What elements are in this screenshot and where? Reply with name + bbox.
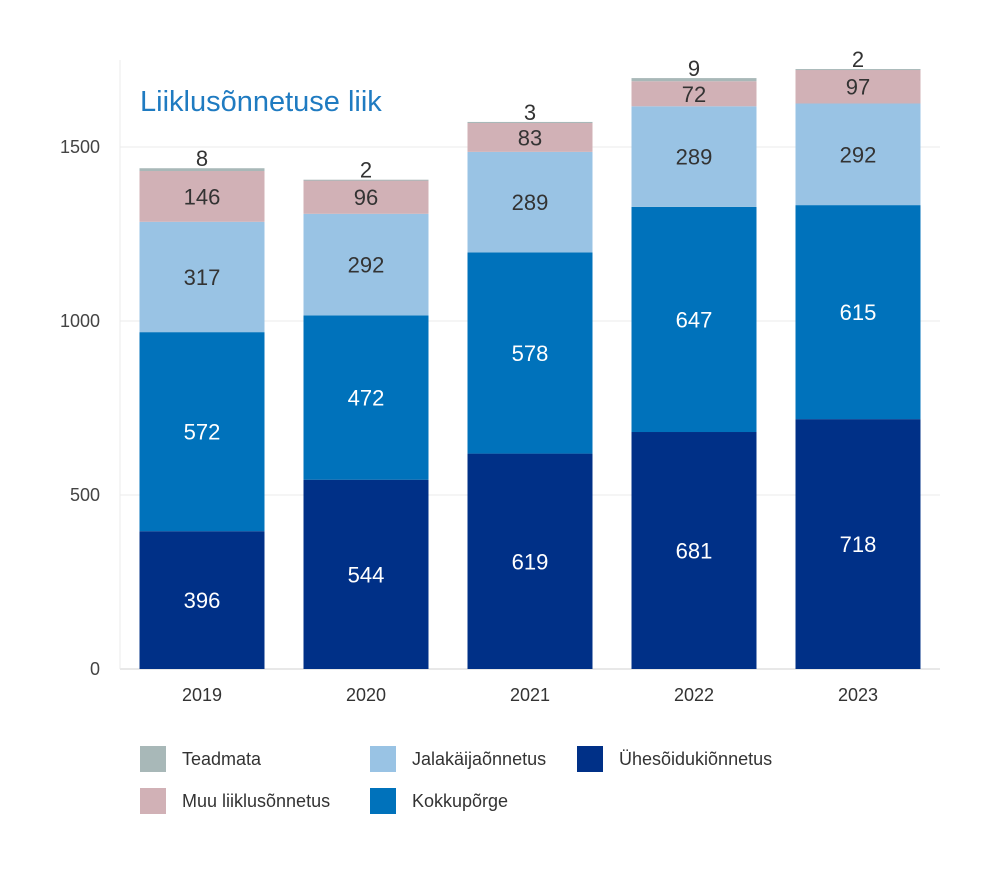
data-label: 289 — [512, 190, 549, 215]
bar-segment — [303, 479, 429, 669]
data-label: 97 — [846, 75, 870, 100]
bar-segment — [467, 122, 593, 152]
data-label: 292 — [348, 253, 385, 278]
bar-segment — [467, 121, 593, 123]
data-label: 146 — [184, 184, 221, 209]
bar-segment — [795, 69, 921, 71]
bar-segment — [303, 315, 429, 480]
bar-segment — [139, 332, 265, 532]
bar-segment — [795, 69, 921, 104]
data-label: 647 — [676, 307, 713, 332]
data-label: 681 — [676, 539, 713, 564]
data-label: 718 — [840, 532, 877, 557]
bar-segment — [795, 419, 921, 669]
x-axis: 2019 2020 2021 2022 2023 — [182, 685, 878, 705]
legend-swatch — [370, 746, 396, 772]
x-tick-label: 2019 — [182, 685, 222, 705]
data-label: 572 — [184, 420, 221, 445]
data-label: 317 — [184, 265, 221, 290]
legend-label: Teadmata — [182, 748, 262, 769]
bar-segment — [467, 453, 593, 669]
data-label: 3 — [524, 100, 536, 125]
y-tick-label: 0 — [90, 659, 100, 679]
data-label: 72 — [682, 82, 706, 107]
legend-swatch — [140, 788, 166, 814]
data-label: 289 — [676, 145, 713, 170]
data-label: 292 — [840, 142, 877, 167]
bar-segment — [467, 151, 593, 253]
y-tick-label: 500 — [70, 485, 100, 505]
data-label: 83 — [518, 125, 542, 150]
data-label: 2 — [852, 47, 864, 72]
bar-segment — [631, 81, 757, 107]
legend-swatch — [370, 788, 396, 814]
data-label: 396 — [184, 588, 221, 613]
data-label: 472 — [348, 386, 385, 411]
legend-item: Ühesõidukiõnnetus — [577, 744, 772, 774]
bar-segment — [139, 171, 265, 222]
bar-segment — [139, 168, 265, 172]
data-label: 8 — [196, 146, 208, 171]
legend-swatch — [577, 746, 603, 772]
bar-segment — [139, 221, 265, 333]
bar-segment — [303, 180, 429, 214]
legend-label: Ühesõidukiõnnetus — [619, 748, 773, 769]
x-tick-label: 2022 — [674, 685, 714, 705]
data-label: 578 — [512, 341, 549, 366]
data-label: 9 — [688, 56, 700, 81]
bar-segment — [795, 205, 921, 420]
bar-segment — [303, 213, 429, 316]
data-label: 619 — [512, 549, 549, 574]
y-tick-label: 1500 — [60, 137, 100, 157]
bar-segment — [631, 432, 757, 669]
bar-segment — [631, 78, 757, 82]
bar-segment — [139, 531, 265, 669]
chart-title: Liiklusõnnetuse liik — [140, 86, 382, 118]
bar-segment — [631, 206, 757, 433]
legend-item: Kokkupõrge — [370, 786, 508, 816]
bar-segment — [631, 106, 757, 207]
legend-label: Kokkupõrge — [412, 790, 509, 811]
data-label: 544 — [348, 562, 385, 587]
bar-segment — [467, 252, 593, 454]
legend-item: Jalakäijaõnnetus — [370, 744, 546, 774]
data-label: 2 — [360, 158, 372, 183]
data-label: 96 — [354, 185, 378, 210]
x-tick-label: 2021 — [510, 685, 550, 705]
legend-item: Muu liiklusõnnetus — [140, 786, 330, 816]
x-tick-label: 2023 — [838, 685, 878, 705]
legend-swatch — [140, 746, 166, 772]
x-tick-label: 2020 — [346, 685, 386, 705]
legend-item: Teadmata — [140, 744, 261, 774]
bar-segment — [303, 179, 429, 181]
bars: 3965723171468544472292962619578289833681… — [139, 47, 921, 669]
y-axis: 0 500 1000 1500 — [60, 137, 100, 679]
y-tick-label: 1000 — [60, 311, 100, 331]
data-label: 615 — [840, 300, 877, 325]
bar-segment — [795, 103, 921, 206]
legend-label: Muu liiklusõnnetus — [182, 790, 331, 811]
legend-label: Jalakäijaõnnetus — [412, 748, 547, 769]
legend: Teadmata Muu liiklusõnnetus Jalakäijaõnnet… — [140, 744, 860, 824]
